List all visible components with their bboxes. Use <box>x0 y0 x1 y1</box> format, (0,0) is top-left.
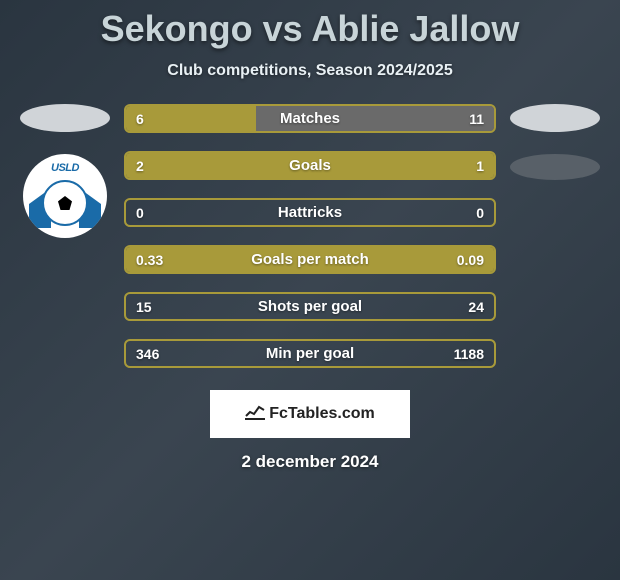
page-subtitle: Club competitions, Season 2024/2025 <box>0 62 620 80</box>
stat-label: Matches <box>280 110 340 127</box>
stat-fill-left <box>126 106 256 131</box>
main-area: USLD 6 Matches 11 2 Goals 1 0 Hattricks 0 0.33 Goa… <box>0 104 620 368</box>
stat-value-right: 0 <box>476 205 484 221</box>
stat-bar: 346 Min per goal 1188 <box>124 339 496 368</box>
stat-label: Min per goal <box>266 345 354 362</box>
watermark[interactable]: FcTables.com <box>210 390 410 438</box>
stat-bar: 15 Shots per goal 24 <box>124 292 496 321</box>
team-logo-left: USLD <box>23 154 107 238</box>
stat-bar: 0 Hattricks 0 <box>124 198 496 227</box>
stat-label: Goals <box>289 157 331 174</box>
stat-bar: 0.33 Goals per match 0.09 <box>124 245 496 274</box>
stat-value-right: 0.09 <box>457 252 484 268</box>
stat-bar: 2 Goals 1 <box>124 151 496 180</box>
stat-value-right: 11 <box>469 111 484 127</box>
stat-bar: 6 Matches 11 <box>124 104 496 133</box>
page-title: Sekongo vs Ablie Jallow <box>0 0 620 50</box>
stat-label: Hattricks <box>278 204 342 221</box>
stat-label: Shots per goal <box>258 298 362 315</box>
player-photo-placeholder-left <box>20 104 110 132</box>
stat-label: Goals per match <box>251 251 369 268</box>
team-logo-placeholder-right <box>510 154 600 180</box>
stat-value-right: 1 <box>476 158 484 174</box>
watermark-text: FcTables.com <box>269 405 375 423</box>
team-logo-text: USLD <box>51 162 79 174</box>
stat-value-left: 0.33 <box>136 252 163 268</box>
right-player-column <box>500 104 610 368</box>
date-line: 2 december 2024 <box>0 452 620 472</box>
stat-value-right: 1188 <box>454 346 484 362</box>
stats-column: 6 Matches 11 2 Goals 1 0 Hattricks 0 0.33 Goals pe… <box>120 104 500 368</box>
stat-value-right: 24 <box>468 299 484 315</box>
stat-value-left: 6 <box>136 111 144 127</box>
player-photo-placeholder-right <box>510 104 600 132</box>
left-player-column: USLD <box>10 104 120 368</box>
stat-value-left: 2 <box>136 158 144 174</box>
stat-value-left: 15 <box>136 299 152 315</box>
chart-icon <box>245 404 265 425</box>
stat-value-left: 346 <box>136 346 159 362</box>
stat-value-left: 0 <box>136 205 144 221</box>
